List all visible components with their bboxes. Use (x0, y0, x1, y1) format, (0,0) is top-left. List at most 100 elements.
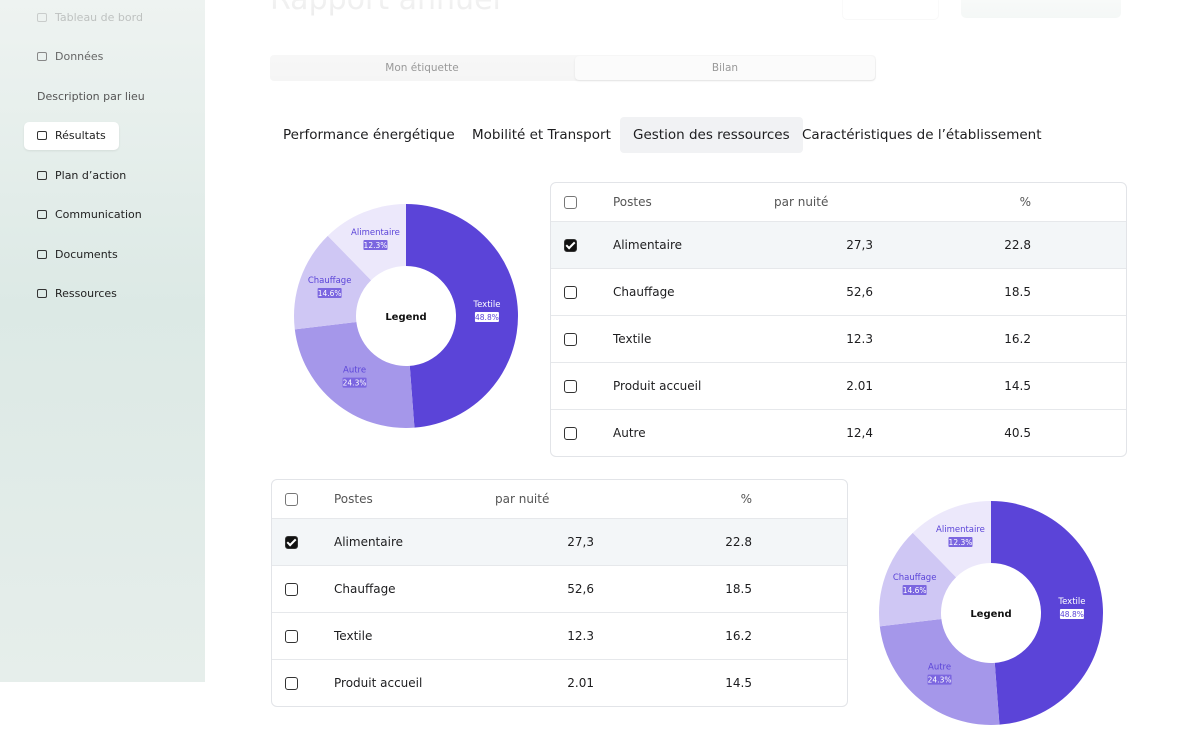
sidebar-label: Documents (55, 247, 118, 261)
cell (564, 363, 577, 409)
checkbox[interactable] (285, 629, 298, 643)
par-nuite: 52,6 (846, 285, 873, 299)
sidebar-item[interactable]: Tableau de bord (24, 3, 156, 31)
checkbox[interactable] (285, 582, 298, 596)
table: Postes par nuité% Alimentaire 27,3 22.8 Chauf… (550, 182, 1127, 457)
cell (564, 410, 577, 456)
pct: 22.8 (725, 535, 752, 549)
poste: Produit accueil (613, 379, 702, 393)
table-header: Postes par nuité% (272, 480, 847, 518)
tab[interactable]: Caractéristiques de l’établissement (802, 127, 1042, 143)
checkbox[interactable] (285, 676, 298, 690)
slice-label-bg (317, 288, 342, 299)
slice-name: Alimentaire (936, 525, 985, 535)
poste: Textile (334, 629, 373, 643)
icon (37, 210, 47, 219)
center-label: Legend (385, 312, 426, 323)
par-nuite: 2.01 (567, 676, 594, 690)
slice-label-bg (474, 311, 499, 322)
sidebar: Tableau de bord Données Description par li… (0, 0, 205, 682)
column-header: par nuité (774, 195, 829, 209)
pct: 16.2 (1004, 332, 1031, 346)
par-nuite: 2.01 (846, 379, 873, 393)
checkbox[interactable] (285, 492, 298, 506)
slice-name: Textile (472, 300, 500, 310)
donut-slice (991, 501, 1104, 725)
slice-name: Autre (343, 366, 366, 376)
table-header: Postes par nuité% (551, 183, 1126, 221)
tab[interactable]: Mobilité et Transport (472, 127, 611, 143)
cell (564, 222, 577, 268)
checkbox[interactable] (564, 285, 577, 299)
par-nuite: 27,3 (846, 238, 873, 252)
slice-label: 14.6% (903, 586, 927, 595)
sidebar-label: Plan d’action (55, 168, 127, 182)
poste: Autre (613, 426, 646, 440)
slice-label-bg (902, 585, 927, 596)
sidebar-item[interactable]: Ressources (24, 280, 130, 308)
toggle-option[interactable]: Mon étiquette (385, 62, 459, 74)
icon (37, 52, 47, 61)
poste: Alimentaire (334, 535, 403, 549)
table-row: Chauffage 52,6 18.5 (551, 268, 1126, 315)
checkbox[interactable] (564, 332, 577, 346)
column-header: % (740, 492, 752, 506)
table-row: Produit accueil 2.01 14.5 (551, 362, 1126, 409)
par-nuite: 52,6 (567, 582, 594, 596)
sidebar-label: Résultats (55, 129, 106, 142)
slice-label: 12.3% (364, 241, 388, 250)
pct: 14.5 (1004, 379, 1031, 393)
center-label: Legend (970, 609, 1011, 620)
table-row: Textile 12.3 16.2 (551, 315, 1126, 362)
sidebar-item[interactable]: Données (24, 43, 116, 71)
sidebar-item[interactable]: Documents (24, 240, 131, 268)
slice-label-bg (1059, 608, 1084, 619)
cell (285, 480, 298, 518)
sidebar-label: Communication (55, 208, 142, 221)
page: Tableau de bord Données Description par li… (0, 0, 1185, 682)
poste: Textile (613, 332, 652, 346)
toggle-option[interactable]: Bilan (575, 56, 875, 80)
pct: 40.5 (1004, 426, 1031, 440)
donut-slice (879, 532, 957, 627)
table-row: Alimentaire 27,3 22.8 (272, 518, 847, 565)
checkbox[interactable] (564, 195, 577, 209)
tab[interactable]: Performance énergétique (283, 127, 455, 143)
slice-name: Textile (1057, 597, 1085, 607)
sidebar-item[interactable]: Plan d’action (24, 161, 139, 189)
checkbox[interactable] (564, 426, 577, 440)
header-button[interactable] (961, 0, 1121, 18)
slice-label: 14.6% (318, 289, 342, 298)
table-row: Textile 12.3 16.2 (272, 612, 847, 659)
sidebar-item[interactable]: Communication (24, 201, 155, 229)
checkbox[interactable] (285, 535, 298, 549)
slice-name: Autre (928, 663, 951, 673)
par-nuite: 12.3 (846, 332, 873, 346)
icon (37, 12, 47, 22)
pct: 18.5 (1004, 285, 1031, 299)
cell (285, 566, 298, 612)
sidebar-item[interactable]: Description par lieu (24, 82, 158, 110)
cell (285, 613, 298, 659)
slice-name: Chauffage (893, 573, 937, 583)
donut-chart: Textile 48.8% Autre 24.3% Chauffage 14.6% Alim… (294, 204, 519, 428)
table: Postes par nuité% Alimentaire 27,3 22.8 Chauf… (271, 479, 848, 707)
checkbox[interactable] (564, 238, 577, 252)
sidebar-label: Description par lieu (37, 89, 145, 103)
cell (564, 316, 577, 362)
pct: 16.2 (725, 629, 752, 643)
header-button[interactable] (842, 0, 939, 20)
table-row: Alimentaire 27,3 22.8 (551, 221, 1126, 268)
donut-slice (294, 235, 372, 330)
checkbox[interactable] (564, 379, 577, 393)
icon (37, 131, 47, 140)
poste: Alimentaire (613, 238, 682, 252)
slice-label: 24.3% (343, 379, 367, 388)
slice-label: 48.8% (1060, 610, 1084, 619)
slice-label: 48.8% (475, 313, 499, 322)
par-nuite: 27,3 (567, 535, 594, 549)
icon (37, 249, 47, 259)
tab[interactable]: Gestion des ressources (620, 117, 803, 153)
page-title: Rapport annuel (270, 0, 501, 17)
sidebar-item[interactable]: Résultats (24, 121, 119, 150)
